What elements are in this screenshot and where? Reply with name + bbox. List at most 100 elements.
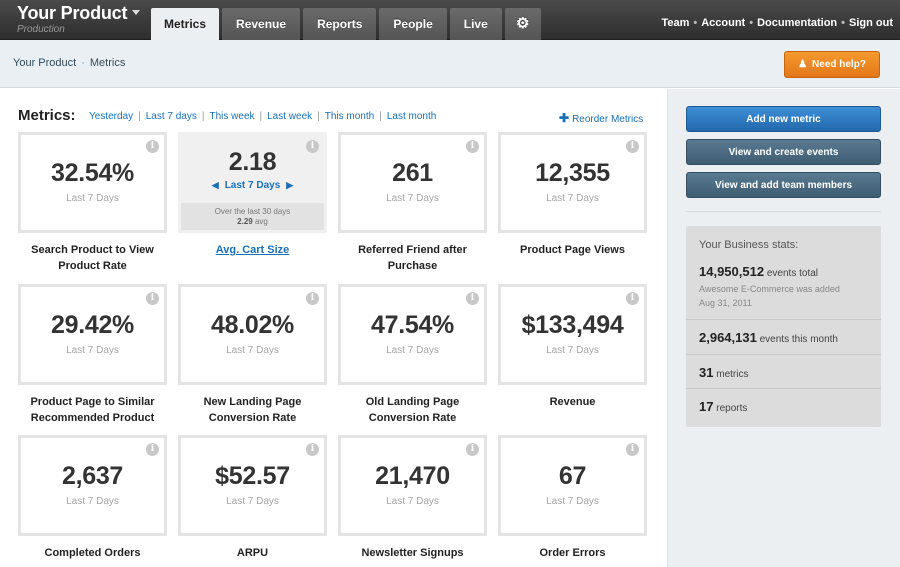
- metric-card[interactable]: i 67 Last 7 Days: [498, 435, 647, 536]
- metric-value: 2.18: [228, 148, 277, 176]
- stat-value: 17: [699, 399, 714, 414]
- tab-live[interactable]: Live: [449, 8, 502, 40]
- metric-label: New Landing Page Conversion Rate: [203, 396, 302, 424]
- tab-metrics[interactable]: Metrics: [151, 8, 220, 40]
- reorder-metrics-link[interactable]: ✚ Reorder Metrics: [559, 111, 643, 125]
- stat-metrics: 31 metrics: [686, 354, 881, 388]
- metric-card[interactable]: i 32.54% Last 7 Days: [18, 132, 167, 233]
- previous-period-icon[interactable]: ◀: [211, 180, 219, 190]
- metric-card[interactable]: i 12,355 Last 7 Days: [498, 132, 647, 233]
- metric-label: Product Page to Similar Recommended Prod…: [30, 396, 155, 424]
- add-new-metric-button[interactable]: Add new metric: [686, 106, 881, 132]
- stat-value: 31: [699, 365, 714, 380]
- metric-period: Last 7 Days: [66, 496, 119, 507]
- info-icon[interactable]: i: [306, 443, 319, 456]
- stat-value: 2,964,131: [699, 330, 757, 345]
- metric-period: Last 7 Days: [66, 345, 119, 356]
- breadcrumb-current: Metrics: [89, 57, 126, 69]
- info-icon[interactable]: i: [466, 292, 479, 305]
- metric-card[interactable]: i 29.42% Last 7 Days: [18, 284, 167, 385]
- metric-card[interactable]: i 47.54% Last 7 Days: [338, 284, 487, 385]
- next-period-icon[interactable]: ▶: [286, 180, 294, 190]
- breadcrumb-root[interactable]: Your Product: [13, 57, 77, 69]
- stat-label: metrics: [713, 369, 749, 380]
- info-icon[interactable]: i: [146, 443, 159, 456]
- settings-gear-icon[interactable]: ⚙: [504, 8, 541, 40]
- sidebar: Add new metric View and create events Vi…: [667, 89, 900, 567]
- view-add-team-members-button[interactable]: View and add team members: [686, 172, 881, 198]
- stat-note-date: Aug 31, 2011: [699, 298, 752, 308]
- info-icon[interactable]: i: [146, 140, 159, 153]
- move-icon: ✚: [559, 111, 570, 125]
- metric-label: Referred Friend after Purchase: [358, 244, 467, 272]
- tab-people[interactable]: People: [379, 8, 447, 40]
- stat-note: Awesome E-Commerce was added: [699, 284, 840, 294]
- view-create-events-button[interactable]: View and create events: [686, 139, 881, 165]
- metric-value: 29.42%: [51, 311, 134, 339]
- metric-period: Last 7 Days: [546, 496, 599, 507]
- metric-card[interactable]: i 261 Last 7 Days: [338, 132, 487, 233]
- metric-card[interactable]: i 48.02% Last 7 Days: [178, 284, 327, 385]
- metric-value: 21,470: [375, 462, 450, 490]
- tab-revenue[interactable]: Revenue: [222, 8, 301, 40]
- info-icon[interactable]: i: [466, 443, 479, 456]
- metrics-panel: Metrics: Yesterday | Last 7 days | This week…: [0, 89, 667, 567]
- need-help-label: Need help?: [812, 59, 866, 70]
- need-help-button[interactable]: ♟ Need help?: [784, 51, 880, 78]
- metric-value: 48.02%: [211, 311, 294, 339]
- stat-label: events total: [764, 268, 818, 279]
- info-icon[interactable]: i: [306, 140, 319, 153]
- info-icon[interactable]: i: [626, 443, 639, 456]
- stats-heading: Your Business stats:: [699, 239, 799, 251]
- metric-period: Last 7 Days: [546, 193, 599, 204]
- stat-value: 14,950,512: [699, 264, 765, 279]
- metric-period: Last 7 Days: [226, 345, 279, 356]
- metric-card[interactable]: i $133,494 Last 7 Days: [498, 284, 647, 385]
- metric-label-link[interactable]: Avg. Cart Size: [215, 244, 290, 256]
- stat-label: events this month: [756, 334, 838, 345]
- account-nav: Team • Account • Documentation • Sign out: [661, 17, 893, 29]
- metric-card[interactable]: i $52.57 Last 7 Days: [178, 435, 327, 536]
- info-icon[interactable]: i: [466, 140, 479, 153]
- metric-label: Product Page Views: [520, 244, 625, 256]
- metric-card[interactable]: i 21,470 Last 7 Days: [338, 435, 487, 536]
- metric-value: 67: [558, 462, 587, 490]
- metric-period: Last 7 Days: [226, 496, 279, 507]
- metric-period: Last 7 Days: [224, 180, 281, 191]
- range-last-week[interactable]: Last week: [267, 111, 313, 122]
- metric-period: Last 7 Days: [386, 345, 439, 356]
- metric-label: Newsletter Signups: [361, 547, 464, 559]
- account-link[interactable]: Account: [701, 17, 746, 29]
- metric-period: Last 7 Days: [386, 496, 439, 507]
- sign-out-link[interactable]: Sign out: [849, 17, 893, 29]
- team-link[interactable]: Team: [661, 17, 690, 29]
- people-icon: ♟: [798, 59, 808, 70]
- range-last-month[interactable]: Last month: [386, 111, 437, 122]
- documentation-link[interactable]: Documentation: [757, 17, 838, 29]
- comparison-suffix: avg: [252, 217, 268, 226]
- info-icon[interactable]: i: [146, 292, 159, 305]
- stat-label: reports: [713, 403, 748, 414]
- date-range-links: Yesterday | Last 7 days | This week | Last wee…: [89, 111, 437, 122]
- tab-reports[interactable]: Reports: [303, 8, 377, 40]
- top-bar: Your Product Production Metrics Revenue …: [0, 0, 900, 40]
- metric-label: Order Errors: [539, 547, 606, 559]
- caret-down-icon: [132, 10, 141, 15]
- metric-card-selected[interactable]: i 2.18 ◀ Last 7 Days ▶ Over the last 30 da…: [178, 132, 327, 233]
- metric-value: $52.57: [215, 462, 290, 490]
- metric-card[interactable]: i 2,637 Last 7 Days: [18, 435, 167, 536]
- stat-events-month: 2,964,131 events this month: [686, 319, 881, 354]
- stat-events-total: 14,950,512 events total Awesome E-Commer…: [686, 257, 881, 309]
- info-icon[interactable]: i: [626, 140, 639, 153]
- info-icon[interactable]: i: [626, 292, 639, 305]
- range-this-month[interactable]: This month: [324, 111, 375, 122]
- info-icon[interactable]: i: [306, 292, 319, 305]
- range-this-week[interactable]: This week: [209, 111, 255, 122]
- metric-label: Old Landing Page Conversion Rate: [365, 396, 460, 424]
- product-switcher[interactable]: Your Product Production: [17, 3, 141, 35]
- metric-label: Completed Orders: [44, 547, 141, 559]
- metric-period: Last 7 Days: [546, 345, 599, 356]
- range-last-7-days[interactable]: Last 7 days: [145, 111, 197, 122]
- sidebar-divider: [686, 211, 881, 212]
- range-yesterday[interactable]: Yesterday: [89, 111, 134, 122]
